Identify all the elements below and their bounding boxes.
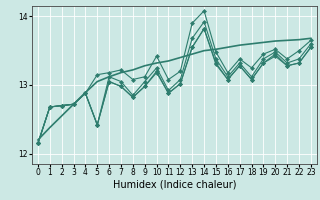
X-axis label: Humidex (Indice chaleur): Humidex (Indice chaleur): [113, 180, 236, 190]
